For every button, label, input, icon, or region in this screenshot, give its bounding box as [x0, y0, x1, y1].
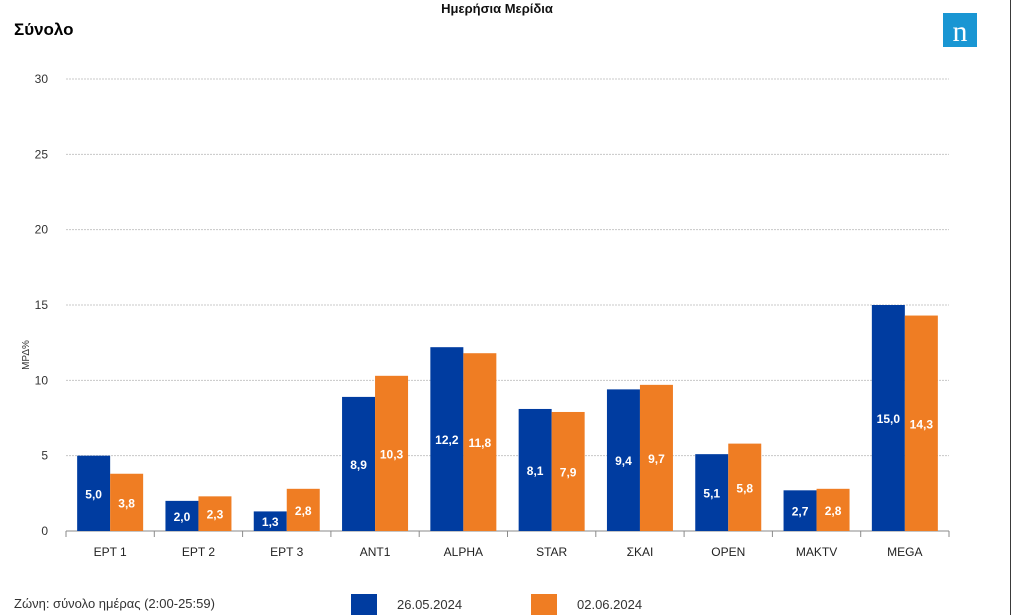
labels: 5,0 2,0 1,3 8,9 12,2 8,1 9,4 5,1 2,7 15,0 3,8 2,3 2,… [85, 412, 933, 529]
bar-series-2 [110, 473, 144, 531]
bars [77, 305, 938, 531]
bar-series-1 [606, 389, 640, 531]
bar-value-label: 9,7 [648, 452, 665, 466]
x-tick-label: STAR [536, 545, 567, 559]
bar-value-label: 2,8 [825, 504, 842, 518]
bar-series-1 [871, 305, 905, 531]
x-tick-label: ΕΡΤ 2 [182, 545, 215, 559]
bar-series-2 [904, 315, 938, 531]
bar-series-1 [430, 347, 464, 531]
bar-value-label: 2,7 [792, 505, 809, 519]
x-tick-label: ΕΡΤ 1 [94, 545, 127, 559]
bar-series-2 [286, 488, 320, 531]
x-tick-label: MAKTV [796, 545, 837, 559]
y-tick-label: 30 [35, 72, 49, 86]
x-tick-label: ANT1 [360, 545, 391, 559]
bar-series-1 [253, 511, 287, 531]
page-right-border [1010, 0, 1011, 615]
y-tick-label: 0 [41, 524, 48, 538]
y-axis-label: ΜΡΔ% [21, 340, 32, 370]
legend-label-series-1: 26.05.2024 [397, 597, 463, 612]
x-tick-label: ΣΚΑΙ [627, 545, 654, 559]
y-tick-label: 20 [35, 223, 49, 237]
bar-series-2 [198, 496, 232, 531]
bar-value-label: 3,8 [118, 496, 135, 510]
legend-swatch-series-2 [531, 594, 557, 615]
bar-value-label: 9,4 [615, 454, 632, 468]
y-tick-label: 25 [35, 147, 49, 161]
legend-item-series-1: 26.05.2024 [351, 594, 462, 615]
x-tick-label: ALPHA [444, 545, 483, 559]
bar-value-label: 2,3 [207, 508, 224, 522]
x-tick-label: ΕΡΤ 3 [270, 545, 303, 559]
bar-series-1 [518, 408, 552, 531]
bar-value-label: 8,1 [527, 464, 544, 478]
bar-series-2 [463, 353, 497, 531]
bar-series-2 [728, 443, 762, 531]
legend-label-series-2: 02.06.2024 [577, 597, 643, 612]
bar-value-label: 12,2 [435, 433, 459, 447]
bar-series-1 [695, 454, 729, 531]
bar-value-label: 11,8 [468, 436, 491, 450]
bar-value-label: 5,8 [736, 481, 753, 495]
bar-value-label: 14,3 [910, 417, 934, 431]
gridlines [66, 78, 949, 457]
legend-item-series-2: 02.06.2024 [531, 594, 642, 615]
bar-value-label: 2,0 [174, 510, 191, 524]
bar-series-1 [783, 490, 817, 531]
logo-letter: n [953, 15, 968, 47]
bar-series-1 [342, 396, 376, 531]
bar-value-label: 5,1 [703, 487, 720, 501]
bar-value-label: 5,0 [85, 487, 102, 501]
bar-series-2 [375, 375, 409, 531]
zone-note: Ζώνη: σύνολο ημέρας (2:00-25:59) [14, 596, 215, 611]
legend-swatch-series-1 [351, 594, 377, 615]
bar-value-label: 10,3 [380, 447, 404, 461]
bar-value-label: 7,9 [560, 465, 577, 479]
x-tick-label: MEGA [887, 545, 922, 559]
bar-value-label: 15,0 [877, 412, 901, 426]
bar-series-1 [165, 500, 199, 531]
bar-value-label: 1,3 [262, 515, 279, 529]
x-tick-label: OPEN [711, 545, 745, 559]
bar-value-label: 8,9 [350, 458, 367, 472]
y-tick-label: 5 [41, 449, 48, 463]
bar-series-2 [816, 488, 850, 531]
nielsen-logo-icon: n [943, 13, 977, 47]
bar-series-2 [551, 411, 585, 531]
bar-series-1 [77, 455, 111, 531]
bar-chart: 0 5 10 15 20 25 30 ΜΡΔ% ΕΡΤ 1 ΕΡΤ 2 ΕΡΤ 3 ANT1 ALPHA… [21, 72, 950, 559]
section-title: Σύνολο [14, 20, 74, 39]
y-tick-label: 15 [35, 298, 49, 312]
bar-series-2 [639, 384, 673, 531]
y-tick-label: 10 [35, 373, 49, 387]
report-title: Ημερήσια Μερίδια [441, 1, 553, 16]
bar-value-label: 2,8 [295, 504, 312, 518]
